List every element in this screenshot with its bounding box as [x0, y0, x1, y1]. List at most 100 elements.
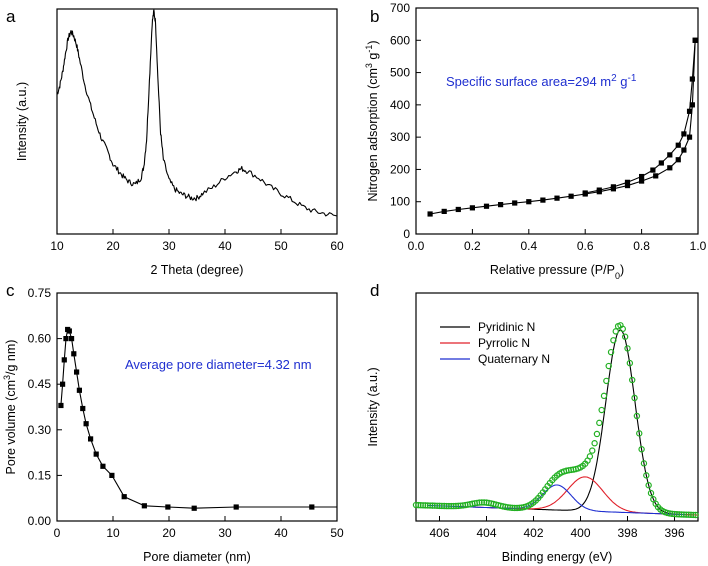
data-point: [427, 211, 433, 217]
data-point: [141, 503, 147, 509]
data-point: [582, 190, 588, 196]
xrd-line: [56, 9, 338, 217]
data-point: [605, 362, 612, 370]
y-tick-label: 0.15: [28, 468, 52, 482]
y-axis-label: Intensity (a.u.): [15, 82, 29, 161]
y-tick-label: 0.45: [28, 377, 52, 391]
data-point: [653, 173, 659, 179]
y-tick-label: 0.60: [28, 332, 52, 346]
data-point: [638, 446, 645, 453]
data-point: [93, 451, 99, 457]
y-tick-label: 300: [390, 130, 410, 144]
x-tick-label: 1.0: [690, 239, 707, 253]
data-point: [100, 463, 106, 469]
annotation: Average pore diameter=4.32 nm: [125, 357, 312, 372]
data-point: [593, 430, 601, 438]
x-axis-label: Relative pressure (P/P0): [490, 263, 624, 281]
data-point: [612, 328, 619, 335]
data-point: [633, 412, 641, 420]
data-point: [690, 511, 697, 519]
y-tick-label: 500: [390, 66, 410, 80]
x-axis-label: Pore diameter (nm): [143, 550, 251, 564]
y-tick-label: 0.30: [28, 423, 52, 437]
data-point: [692, 37, 698, 43]
data-point: [621, 333, 629, 340]
data-point: [619, 325, 627, 333]
data-point: [689, 76, 695, 82]
x-tick-label: 0.8: [633, 239, 650, 253]
data-point: [540, 197, 546, 203]
data-point: [624, 182, 631, 189]
data-point: [71, 351, 77, 357]
legend-label: Pyridinic N: [478, 320, 535, 334]
isotherm-adsorption: [430, 40, 696, 215]
x-tick-label: 40: [218, 239, 232, 253]
data-point: [675, 142, 681, 148]
x-tick-label: 396: [664, 526, 684, 540]
x-tick-label: 50: [330, 526, 344, 540]
data-point: [526, 199, 532, 205]
y-tick-label: 400: [390, 98, 410, 112]
data-point: [624, 179, 631, 185]
x-tick-label: 20: [106, 239, 120, 253]
y-tick-label: 600: [390, 33, 410, 47]
data-point: [191, 505, 197, 511]
x-tick-label: 398: [617, 526, 637, 540]
x-tick-label: 30: [162, 239, 176, 253]
panel-label: b: [370, 7, 379, 26]
data-point: [639, 173, 645, 180]
isotherm-desorption: [585, 40, 696, 194]
data-point: [76, 387, 82, 393]
x-tick-label: 0.6: [577, 239, 594, 253]
x-tick-label: 20: [162, 526, 176, 540]
y-axis-label: Pore volume (cm3/g nm): [2, 340, 18, 475]
data-point: [80, 405, 86, 412]
panel-d: d 406 404 402 400 398 396 Pyridinic N Pyrrolic N…: [366, 281, 699, 564]
plot-frame: [415, 292, 699, 522]
data-point: [60, 381, 66, 387]
data-point: [629, 376, 636, 384]
data-point: [667, 152, 673, 158]
panel-label: a: [6, 7, 16, 26]
data-point: [121, 494, 127, 500]
plot-frame: [56, 292, 338, 522]
data-point: [455, 206, 461, 213]
data-point: [568, 193, 574, 199]
y-tick-label: 0: [403, 227, 410, 241]
data-point: [675, 157, 681, 163]
x-tick-label: 0.2: [464, 239, 481, 253]
annotation: Specific surface area=294 m2 g-1: [446, 73, 637, 90]
x-tick-label: 402: [523, 526, 543, 540]
data-point: [667, 165, 673, 171]
data-point: [74, 369, 80, 375]
data-point: [469, 205, 475, 211]
data-point: [645, 482, 652, 489]
data-point: [586, 453, 594, 460]
data-point: [681, 147, 687, 153]
data-point: [603, 377, 610, 385]
data-point: [596, 187, 602, 193]
data-point: [650, 167, 656, 173]
data-point: [83, 421, 89, 427]
x-tick-label: 0: [54, 526, 61, 540]
data-point: [591, 440, 598, 447]
data-point: [636, 430, 643, 437]
data-point: [596, 419, 603, 427]
data-point: [624, 345, 631, 352]
x-tick-label: 400: [570, 526, 590, 540]
data-point: [610, 184, 616, 190]
data-point: [647, 489, 655, 497]
data-point: [109, 472, 115, 478]
data-point: [233, 504, 239, 510]
data-point: [309, 504, 315, 510]
legend-label: Quaternary N: [478, 352, 550, 366]
data-point: [58, 402, 64, 409]
data-point: [66, 328, 72, 334]
data-point: [441, 208, 447, 214]
plot-frame: [56, 8, 338, 235]
x-axis-label: 2 Theta (degree): [151, 263, 244, 277]
x-tick-label: 0.0: [408, 239, 425, 253]
panel-b: b 0.0 0.2 0.4 0.6 0.8 1.0 0 100 200 300 400 500 600 70…: [364, 1, 707, 281]
panel-label: c: [6, 281, 15, 300]
